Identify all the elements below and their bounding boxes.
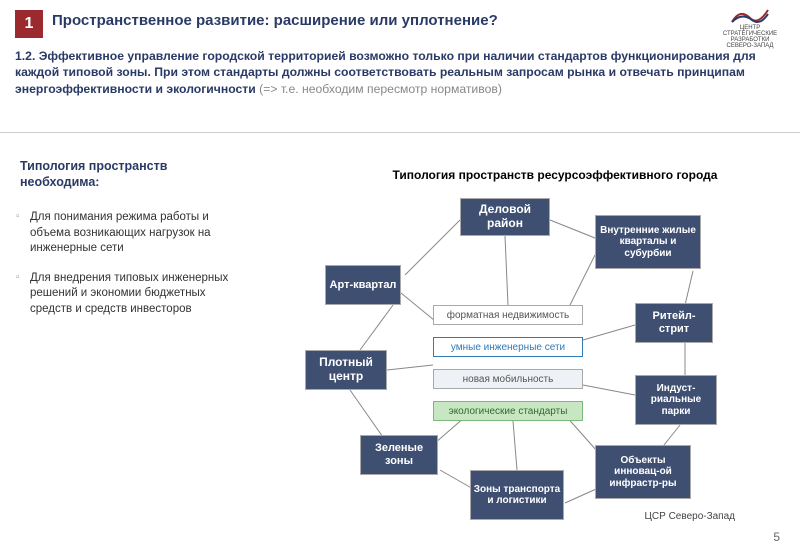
diagram-caption: ЦСР Северо-Запад xyxy=(645,511,735,522)
diagram: Деловой район Внутренние жилые кварталы … xyxy=(265,185,775,530)
sidebar-title: Типология пространств необходима: xyxy=(20,158,220,191)
divider xyxy=(0,132,800,133)
node-art: Арт-квартал xyxy=(325,265,401,305)
node-indust: Индуст-риальные парки xyxy=(635,375,717,425)
bullet-item: Для понимания режима работы и объема воз… xyxy=(20,210,240,257)
node-green: Зеленые зоны xyxy=(360,435,438,475)
sidebar-bullets: Для понимания режима работы и объема воз… xyxy=(20,210,240,331)
node-biz: Деловой район xyxy=(460,198,550,236)
node-retail: Ритейл-стрит xyxy=(635,303,713,343)
page-number: 5 xyxy=(773,530,780,544)
center-smart: умные инженерные сети xyxy=(433,337,583,357)
subheader-prefix: 1.2. xyxy=(15,49,39,63)
node-inner: Внутренние жилые кварталы и субурбии xyxy=(595,215,701,269)
slide-title: Пространственное развитие: расширение ил… xyxy=(52,12,498,29)
center-mobil: новая мобильность xyxy=(433,369,583,389)
node-innov: Объекты инновац-ой инфрастр-ры xyxy=(595,445,691,499)
node-dense: Плотный центр xyxy=(305,350,387,390)
diagram-title: Типология пространств ресурсоэффективног… xyxy=(365,168,745,182)
logo-text: ЦЕНТР СТРАТЕГИЧЕСКИЕ РАЗРАБОТКИ СЕВЕРО-З… xyxy=(723,25,777,49)
logo: ЦЕНТР СТРАТЕГИЧЕСКИЕ РАЗРАБОТКИ СЕВЕРО-З… xyxy=(720,6,780,42)
node-transp: Зоны транспорта и логистики xyxy=(470,470,564,520)
subheader-suffix: (=> т.е. необходим пересмотр нормативов) xyxy=(256,82,502,96)
center-eco: экологические стандарты xyxy=(433,401,583,421)
bullet-item: Для внедрения типовых инженерных решений… xyxy=(20,271,240,318)
center-realty: форматная недвижимость xyxy=(433,305,583,325)
slide-number-box: 1 xyxy=(15,10,43,38)
slide-subheader: 1.2. Эффективное управление городской те… xyxy=(15,48,780,97)
